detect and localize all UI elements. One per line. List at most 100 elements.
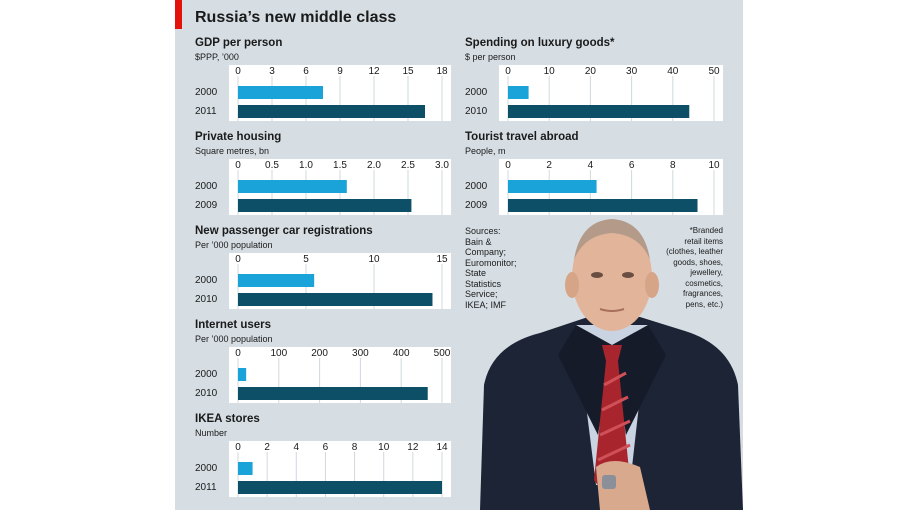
tick-label: 0 bbox=[505, 160, 511, 171]
panel-subtitle: Per ’000 population bbox=[195, 334, 273, 344]
tick-label: 6 bbox=[323, 442, 329, 453]
bar-chart-svg: 0 0.5 1.0 1.5 2.0 2.5 3.0 bbox=[235, 160, 449, 215]
tick-label: 0 bbox=[505, 66, 511, 77]
panel-title: GDP per person bbox=[195, 37, 283, 49]
panel-subtitle: $ per person bbox=[465, 52, 516, 62]
bar-2000 bbox=[238, 368, 247, 381]
portrait-lapel-left bbox=[558, 325, 612, 435]
panel-internet-users: Internet users Per ’000 population 2000 2… bbox=[195, 319, 451, 405]
bar-chart-svg: 0 10 20 30 40 50 bbox=[505, 66, 720, 121]
category-label: 2009 bbox=[195, 200, 218, 211]
tick-label: 6 bbox=[629, 160, 635, 171]
bar-2000 bbox=[238, 274, 315, 287]
tick-label: 2.0 bbox=[367, 160, 381, 171]
panel-title: Tourist travel abroad bbox=[465, 131, 579, 143]
panel-subtitle: $PPP, ’000 bbox=[195, 52, 239, 62]
category-label: 2000 bbox=[195, 181, 218, 192]
category-label: 2010 bbox=[465, 106, 488, 117]
bar-2000 bbox=[508, 86, 529, 99]
sources-note: Sources: Bain & Company; Euromonitor; St… bbox=[465, 226, 517, 310]
tick-label: 500 bbox=[434, 348, 451, 359]
bar-chart-svg: 0 2 4 6 8 10 12 14 bbox=[235, 442, 448, 497]
bar-2010 bbox=[238, 293, 433, 306]
footnote-line: jewellery, bbox=[690, 268, 723, 277]
tick-label: 5 bbox=[303, 254, 309, 265]
tick-label: 3 bbox=[269, 66, 275, 77]
tick-label: 9 bbox=[337, 66, 343, 77]
panel-subtitle: Square metres, bn bbox=[195, 146, 270, 156]
footnote-line: pens, etc.) bbox=[685, 299, 723, 309]
plot-area: 0 0.5 1.0 1.5 2.0 2.5 3.0 bbox=[229, 159, 451, 215]
portrait-eye-left bbox=[591, 272, 603, 278]
category-label: 2000 bbox=[465, 181, 488, 192]
plot-area: 0 5 10 15 bbox=[229, 253, 451, 309]
category-label: 2000 bbox=[195, 369, 218, 380]
panel-subtitle: Per ’000 population bbox=[195, 240, 273, 250]
tick-label: 10 bbox=[544, 66, 556, 77]
tick-label: 30 bbox=[626, 66, 638, 77]
portrait-eye-right bbox=[622, 272, 634, 278]
sources-line: Sources: bbox=[465, 226, 501, 236]
bar-chart-svg: 0 2 4 6 8 10 bbox=[505, 160, 720, 215]
footnote-line: *Branded bbox=[689, 226, 723, 235]
tick-label: 50 bbox=[708, 66, 720, 77]
footnote-line: retail items bbox=[684, 236, 723, 246]
portrait-watch bbox=[602, 475, 616, 489]
bar-2000 bbox=[238, 462, 253, 475]
panel-ikea-stores: IKEA stores Number 2000 2011 0 2 4 6 8 10 12 14 bbox=[195, 413, 451, 499]
panel-subtitle: Number bbox=[195, 428, 228, 438]
bar-2010 bbox=[238, 387, 428, 400]
category-label: 2011 bbox=[195, 106, 217, 117]
portrait-lapel-right bbox=[612, 325, 666, 435]
tick-label: 15 bbox=[436, 254, 448, 265]
tick-label: 0 bbox=[235, 348, 241, 359]
plot-area: 0 3 6 9 12 15 18 bbox=[229, 65, 451, 121]
bar-2010 bbox=[508, 105, 690, 118]
tick-label: 8 bbox=[670, 160, 676, 171]
category-label: 2000 bbox=[195, 275, 218, 286]
category-label: 2010 bbox=[195, 294, 218, 305]
category-label: 2009 bbox=[465, 200, 488, 211]
brand-tab bbox=[175, 0, 182, 29]
panel-title: New passenger car registrations bbox=[195, 225, 373, 237]
tick-label: 2.5 bbox=[401, 160, 415, 171]
tick-label: 4 bbox=[294, 442, 300, 453]
footnote-line: (clothes, leather bbox=[666, 247, 723, 256]
infographic: Russia’s new middle class GDP per person… bbox=[175, 0, 743, 510]
tick-label: 1.5 bbox=[333, 160, 347, 171]
bar-chart-svg: 0 5 10 15 bbox=[235, 254, 448, 309]
bar-2009 bbox=[238, 199, 412, 212]
tick-label: 20 bbox=[585, 66, 597, 77]
tick-label: 14 bbox=[436, 442, 448, 453]
tick-label: 0.5 bbox=[265, 160, 279, 171]
sources-line: State bbox=[465, 268, 487, 278]
sources-line: Company; bbox=[465, 247, 507, 257]
portrait-mouth bbox=[599, 308, 625, 312]
tick-label: 10 bbox=[708, 160, 720, 171]
tick-label: 200 bbox=[311, 348, 328, 359]
category-label: 2000 bbox=[195, 87, 218, 98]
portrait-ear-left bbox=[565, 272, 579, 298]
panel-title: Private housing bbox=[195, 131, 282, 143]
sources-line: Statistics bbox=[465, 278, 502, 289]
plot-area: 0 100 200 300 400 500 bbox=[229, 347, 451, 403]
tick-label: 10 bbox=[378, 442, 390, 453]
bar-2009 bbox=[508, 199, 698, 212]
tick-label: 12 bbox=[368, 66, 380, 77]
tick-label: 300 bbox=[352, 348, 369, 359]
portrait-head bbox=[572, 223, 652, 331]
plot-area: 0 2 4 6 8 10 bbox=[499, 159, 723, 215]
tick-label: 0 bbox=[235, 254, 241, 265]
panel-luxury-spending: Spending on luxury goods* $ per person 2… bbox=[465, 37, 723, 123]
portrait-hand bbox=[596, 461, 650, 510]
tick-label: 15 bbox=[402, 66, 414, 77]
tick-label: 40 bbox=[667, 66, 679, 77]
sources-line: Service; bbox=[465, 289, 498, 299]
sources-line: Bain & bbox=[465, 236, 492, 247]
portrait-photo bbox=[480, 219, 743, 510]
bar-chart-svg: 0 100 200 300 400 500 bbox=[235, 348, 451, 403]
tick-label: 4 bbox=[588, 160, 594, 171]
panel-title: IKEA stores bbox=[195, 413, 260, 425]
bar-2000 bbox=[238, 180, 347, 193]
panel-car-registrations: New passenger car registrations Per ’000… bbox=[195, 225, 451, 311]
